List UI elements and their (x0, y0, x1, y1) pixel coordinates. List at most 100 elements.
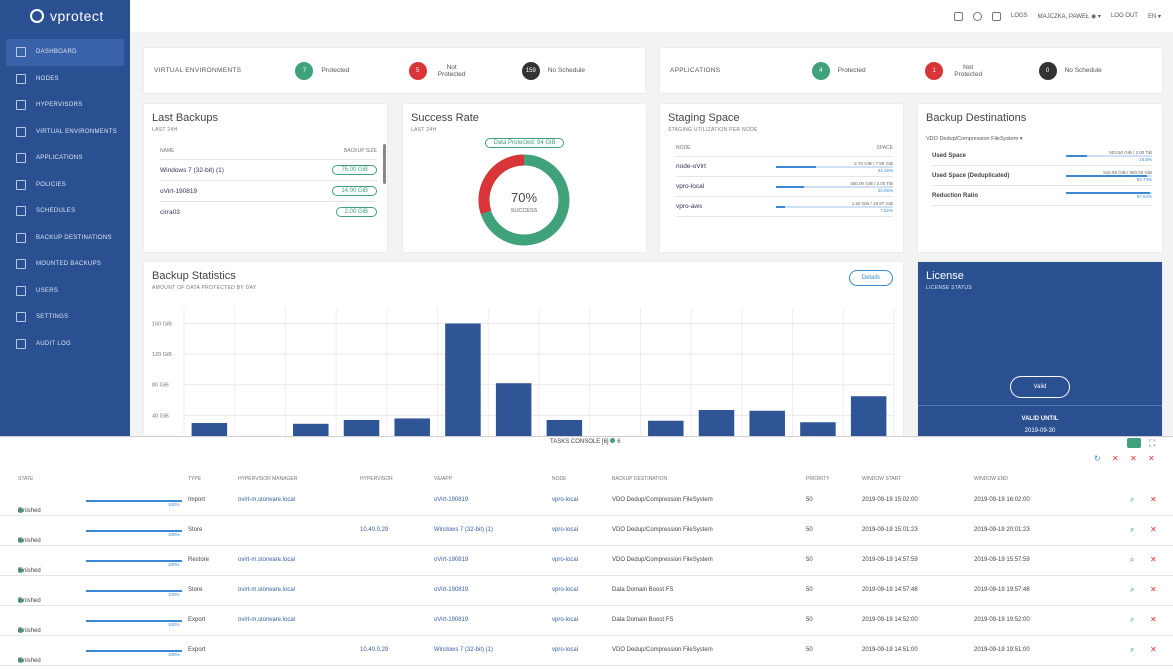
chart-bar[interactable] (445, 323, 481, 436)
logs-icon[interactable] (991, 11, 1001, 21)
node-name[interactable]: vpro-local (676, 183, 705, 190)
cancel-selected-icon[interactable]: ✕ (1112, 454, 1119, 463)
zoom-icon[interactable]: ⌕ (1130, 495, 1135, 504)
table-row[interactable]: oVirt-190819 14.00 GiB (160, 180, 377, 202)
table-row[interactable]: Windows 7 (32-bit) (1) 75.00 GiB (160, 159, 377, 181)
not-protected-count[interactable]: 1 (925, 61, 944, 80)
cancel-task-icon[interactable]: ✕ (1150, 645, 1157, 654)
node-link[interactable]: vpro-local (552, 527, 579, 533)
backup-name[interactable]: Windows 7 (32-bit) (1) (160, 159, 288, 181)
hypervisor-manager-link[interactable]: ovirt-m.storware.local (238, 587, 296, 593)
cancel-task-icon[interactable]: ✕ (1150, 585, 1157, 594)
node-name[interactable]: node-oVirt (676, 163, 706, 170)
ve-app-link[interactable]: oVirt-190819 (434, 587, 469, 593)
chart-bar[interactable] (800, 422, 836, 436)
hypervisor-link[interactable]: 10.40.0.29 (360, 527, 389, 533)
hypervisor-link[interactable]: 10.40.0.29 (360, 647, 389, 653)
table-row[interactable]: Finished 100% Import ovirt-m.storware.local… (0, 486, 1173, 516)
cancel-task-icon[interactable]: ✕ (1150, 615, 1157, 624)
refresh-icon[interactable]: ↻ (1094, 454, 1101, 463)
globe-icon[interactable] (972, 11, 982, 21)
clear-finished-icon[interactable]: ✕ (1148, 454, 1155, 463)
zoom-icon[interactable]: ⌕ (1130, 585, 1135, 594)
table-row[interactable]: cirra03 2.00 GiB (160, 201, 377, 222)
sidebar-item-settings[interactable]: SETTINGS (0, 304, 130, 331)
ve-app-link[interactable]: Windows 7 (32-bit) (1) (434, 527, 494, 533)
chart-bar[interactable] (343, 419, 380, 436)
metric-bar (1066, 154, 1152, 157)
node-link[interactable]: vpro-local (552, 587, 579, 593)
node-link[interactable]: vpro-local (552, 557, 579, 563)
sidebar-item-schedules[interactable]: SCHEDULES (0, 198, 130, 225)
node-link[interactable]: vpro-local (552, 497, 579, 503)
sidebar-item-applications[interactable]: APPLICATIONS (0, 145, 130, 172)
zoom-icon[interactable]: ⌕ (1130, 645, 1135, 654)
table-row[interactable]: Finished 100% Store 10.40.0.29 Windows 7 (32… (0, 516, 1173, 546)
chart-bar[interactable] (546, 419, 583, 436)
logo[interactable]: vprotect (0, 0, 130, 32)
user-menu[interactable]: MAJCZKA, PAWEŁ ◉ ▾ (1037, 13, 1101, 20)
hypervisor-manager-link[interactable]: ovirt-m.storware.local (238, 497, 296, 503)
cancel-task-icon[interactable]: ✕ (1150, 555, 1157, 564)
sidebar-item-nodes[interactable]: NODES (0, 66, 130, 93)
node-name[interactable]: vpro-aws (676, 203, 703, 210)
chart-bar[interactable] (293, 423, 329, 436)
node-link[interactable]: vpro-local (552, 647, 579, 653)
sidebar-item-audit-log[interactable]: AUDIT LOG (0, 331, 130, 358)
chart-bar[interactable] (394, 418, 430, 436)
ve-app-link[interactable]: Windows 7 (32-bit) (1) (434, 647, 494, 653)
hypervisor-manager-link[interactable]: ovirt-m.storware.local (238, 617, 296, 623)
virtual-environments-icon (16, 126, 26, 137)
ve-app-link[interactable]: oVirt-190819 (434, 557, 469, 563)
table-row[interactable]: Finished 100% Store ovirt-m.storware.local o… (0, 576, 1173, 606)
logs-link[interactable]: LOGS (1010, 13, 1028, 19)
scrollbar[interactable] (383, 144, 386, 184)
license-status-button[interactable]: Valid (1010, 376, 1070, 398)
chart-bar[interactable] (850, 396, 887, 436)
chart-bar[interactable] (749, 410, 785, 436)
backup-name[interactable]: oVirt-190819 (160, 180, 288, 202)
logout-link[interactable]: LOG OUT (1110, 13, 1138, 19)
fullscreen-icon[interactable]: ⛶ (1149, 438, 1156, 448)
card-title: Staging Space (668, 112, 740, 124)
no-schedule-count[interactable]: 159 (521, 61, 540, 80)
table-row[interactable]: Finished 100% Restore ovirt-m.storware.loca… (0, 546, 1173, 576)
state-label: Finished (18, 568, 41, 574)
zoom-icon[interactable]: ⌕ (1130, 615, 1135, 624)
no-schedule-count[interactable]: 0 (1038, 61, 1057, 80)
chart-bar[interactable] (698, 410, 735, 436)
sidebar-item-label: MOUNTED BACKUPS (36, 261, 102, 268)
dock-icon[interactable] (1127, 438, 1141, 448)
zoom-icon[interactable]: ⌕ (1130, 525, 1135, 534)
tasks-console-toggle[interactable]: TASKS CONSOLE [6] 6 (550, 438, 621, 445)
ve-app-link[interactable]: oVirt-190819 (434, 617, 469, 623)
sidebar-item-mounted-backups[interactable]: MOUNTED BACKUPS (0, 251, 130, 278)
table-row[interactable]: Finished 100% Export ovirt-m.storware.local… (0, 606, 1173, 636)
cancel-task-icon[interactable]: ✕ (1150, 495, 1157, 504)
destination-select[interactable]: VDO Dedup/Compression FileSystem ▾ (926, 136, 1023, 142)
protected-count[interactable]: 7 (295, 61, 314, 80)
node-link[interactable]: vpro-local (552, 617, 579, 623)
sidebar-item-backup-destinations[interactable]: BACKUP DESTINATIONS (0, 225, 130, 252)
alerts-icon[interactable] (953, 11, 963, 21)
cancel-task-icon[interactable]: ✕ (1150, 525, 1157, 534)
sidebar-item-users[interactable]: USERS (0, 278, 130, 305)
chart-bar[interactable] (648, 420, 684, 436)
chart-bar[interactable] (495, 383, 532, 436)
sidebar-item-dashboard[interactable]: DASHBOARD (6, 39, 124, 66)
protected-count[interactable]: 4 (811, 61, 830, 80)
sidebar-item-hypervisors[interactable]: HYPERVISORS (0, 92, 130, 119)
details-button[interactable]: Details (848, 270, 893, 286)
zoom-icon[interactable]: ⌕ (1130, 555, 1135, 564)
language-select[interactable]: EN ▾ (1147, 13, 1161, 20)
chart-bar[interactable] (191, 423, 228, 436)
table-row[interactable]: Finished 100% Export 10.40.0.29 Windows 7 (3… (0, 636, 1173, 666)
not-protected-count[interactable]: 5 (408, 61, 427, 80)
ve-app-link[interactable]: oVirt-190819 (434, 497, 469, 503)
cancel-all-icon[interactable]: ✕ (1130, 454, 1137, 463)
sidebar-item-label: HYPERVISORS (36, 102, 83, 109)
hypervisor-manager-link[interactable]: ovirt-m.storware.local (238, 557, 296, 563)
sidebar-item-policies[interactable]: POLICIES (0, 172, 130, 199)
backup-name[interactable]: cirra03 (160, 201, 288, 222)
sidebar-item-virtual-environments[interactable]: VIRTUAL ENVIRONMENTS (0, 119, 130, 146)
